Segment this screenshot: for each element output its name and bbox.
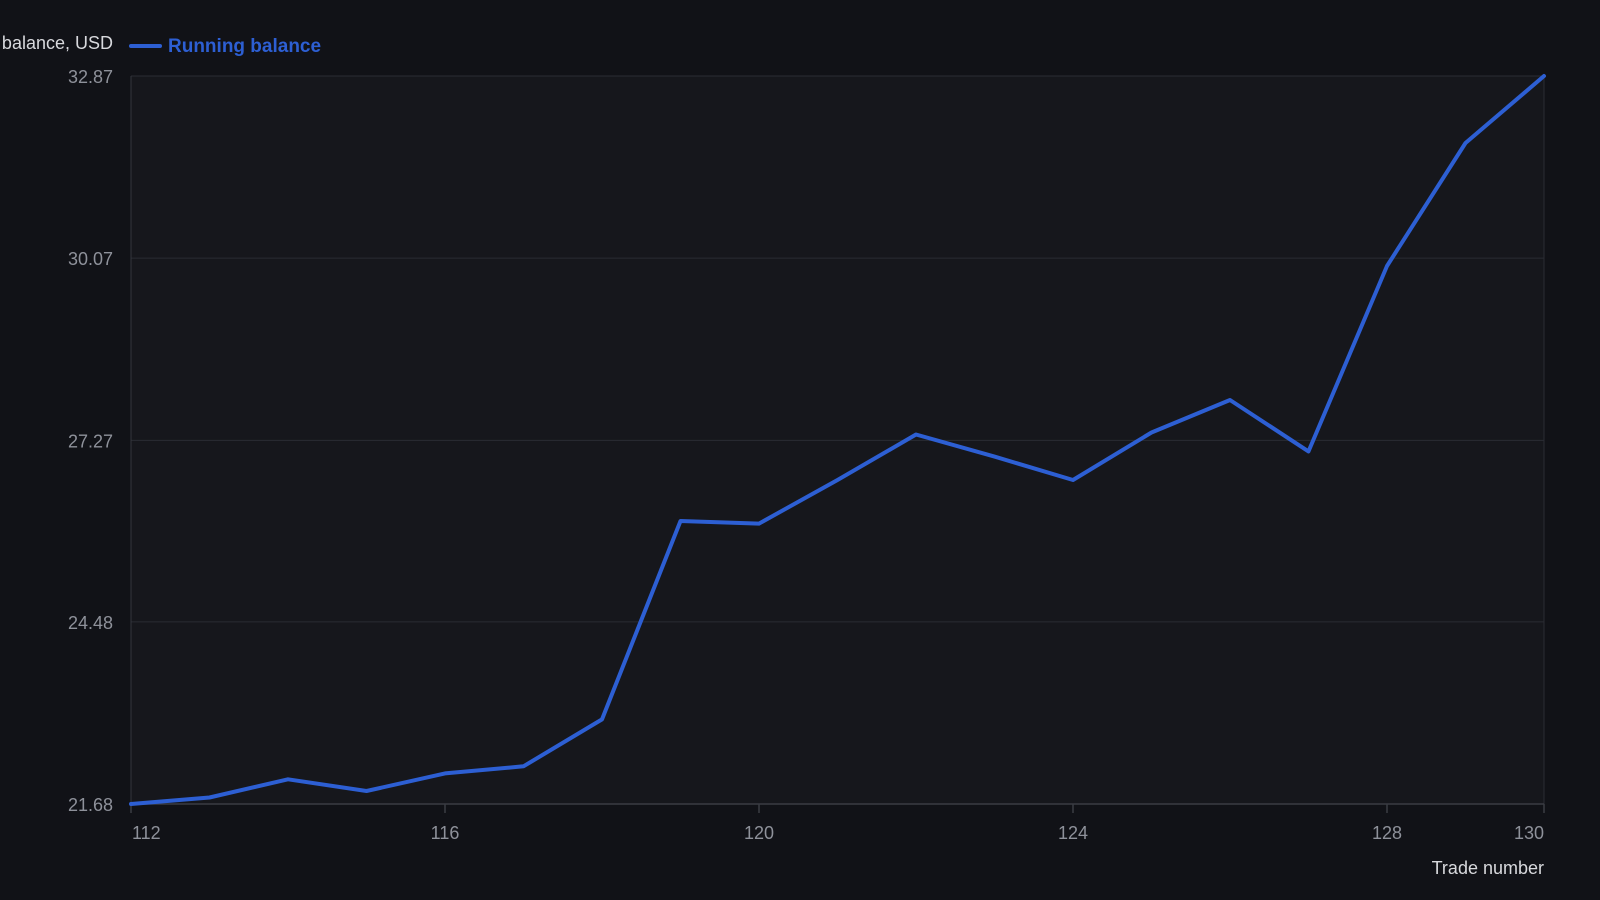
x-axis-ticks: 112 116 120 124 128 130	[130, 804, 1545, 843]
x-tick-label: 128	[1372, 823, 1402, 843]
series-group	[129, 74, 1546, 806]
x-tick-label: 116	[431, 823, 460, 843]
legend-label-running-balance: Running balance	[168, 36, 321, 57]
y-axis-title: Running balance, USD	[0, 33, 113, 53]
y-axis-ticks: 21.68 24.48 27.27 30.07 32.87	[68, 67, 113, 815]
x-axis-title: Trade number	[1432, 858, 1544, 878]
grid-lines	[131, 75, 1544, 623]
series-line-running-balance	[129, 74, 1546, 806]
y-tick-label: 27.27	[68, 431, 113, 451]
y-tick-label: 21.68	[68, 795, 113, 815]
y-tick-label: 24.48	[68, 613, 113, 633]
x-tick-label: 120	[744, 823, 774, 843]
legend: Running balance	[129, 36, 321, 57]
axes	[130, 76, 1545, 805]
y-tick-label: 32.87	[68, 67, 113, 87]
y-tick-label: 30.07	[68, 249, 113, 269]
x-tick-label: 112	[132, 823, 161, 843]
x-tick-label: 124	[1058, 823, 1088, 843]
x-tick-label: 130	[1514, 823, 1544, 843]
